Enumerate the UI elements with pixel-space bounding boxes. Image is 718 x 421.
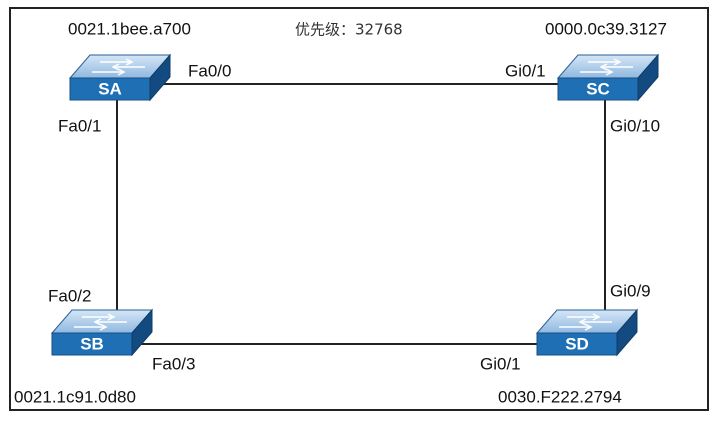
port-label: Fa0/0	[188, 61, 231, 80]
mac-address: 0030.F222.2794	[498, 387, 622, 406]
port-label: Fa0/2	[48, 286, 91, 305]
switch-label: SC	[586, 79, 610, 98]
mac-address: 0021.1c91.0d80	[14, 387, 136, 406]
port-label: Fa0/3	[152, 354, 195, 373]
priority: 优先级：32768	[295, 21, 403, 39]
switch-label: SD	[565, 334, 589, 353]
port-label: Fa0/1	[58, 116, 101, 135]
switch: SD	[536, 309, 638, 356]
switch: SC	[557, 54, 659, 101]
switch-label: SA	[98, 79, 122, 98]
switch: SA	[69, 54, 171, 101]
port-label: Gi0/1	[505, 61, 546, 80]
frame	[9, 7, 709, 411]
mac-address: 0000.0c39.3127	[545, 19, 667, 38]
mac-address: 0021.1bee.a700	[68, 19, 191, 38]
switch: SB	[51, 309, 153, 356]
port-label: Gi0/9	[610, 281, 651, 300]
port-label: Gi0/10	[610, 116, 660, 135]
switch-label: SB	[80, 334, 104, 353]
port-label: Gi0/1	[480, 354, 521, 373]
